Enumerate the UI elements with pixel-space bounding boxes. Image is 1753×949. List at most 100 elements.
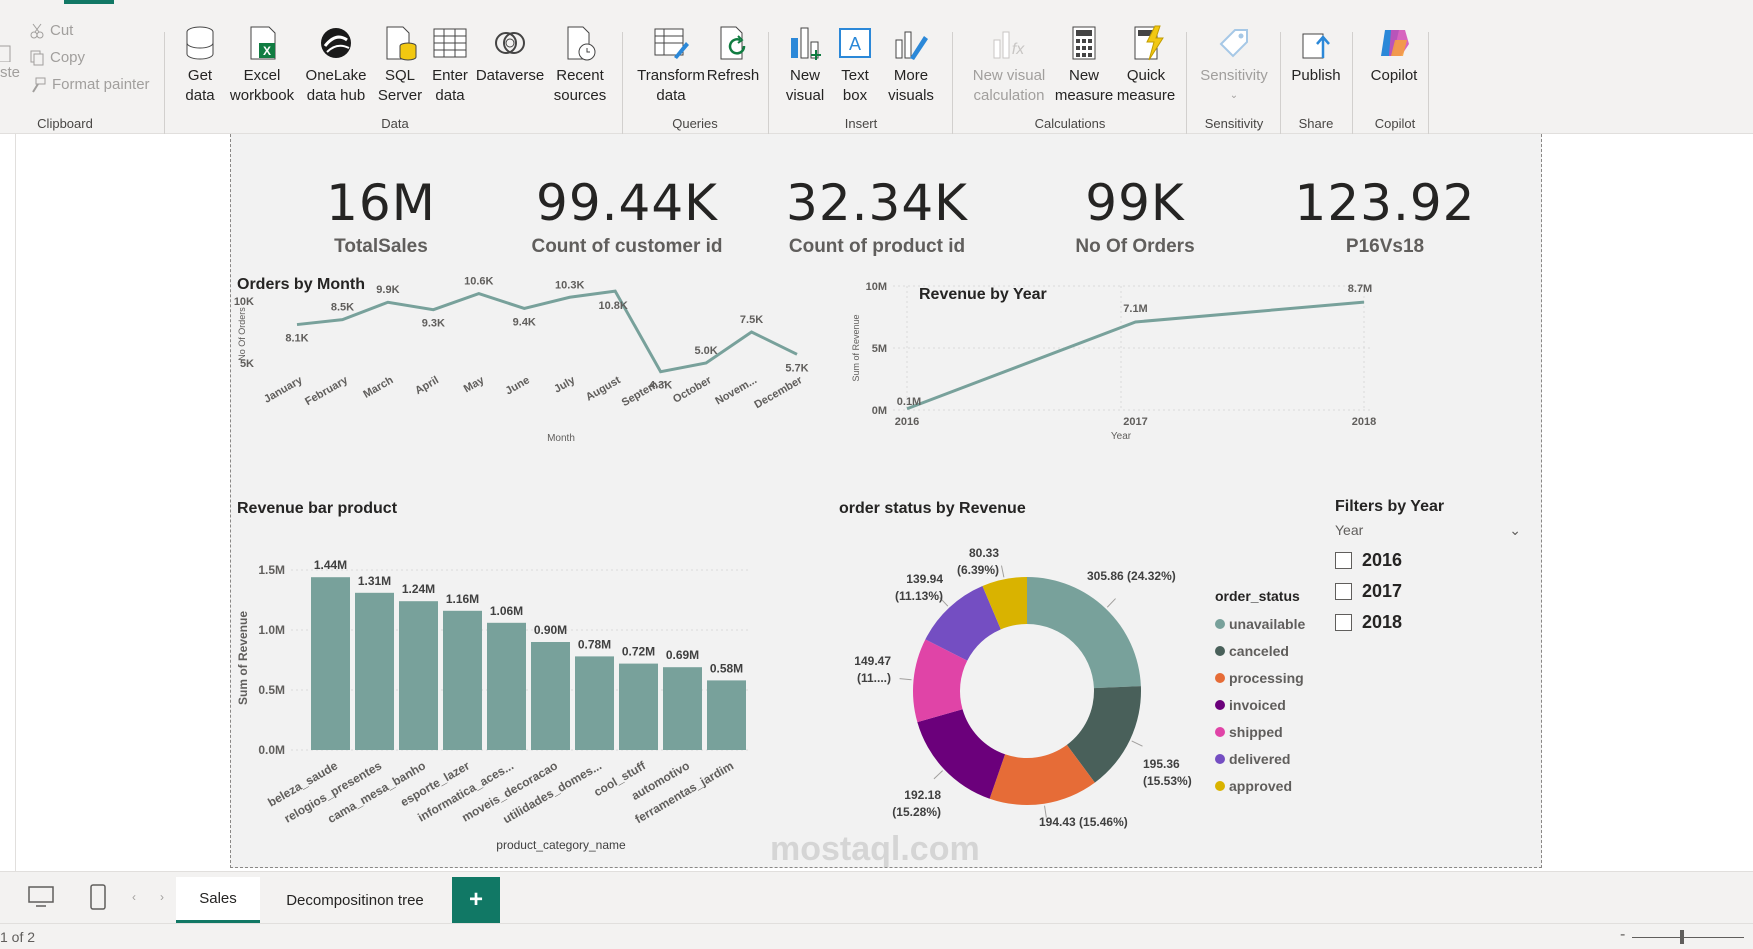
cut-button[interactable]: Cut bbox=[30, 22, 73, 39]
new-visual-button[interactable]: New visual bbox=[780, 24, 830, 106]
refresh-icon bbox=[720, 26, 746, 60]
slicer-option[interactable]: 2017 bbox=[1335, 576, 1535, 607]
kpi-card-total-sales[interactable]: 16M TotalSales bbox=[261, 174, 501, 258]
legend-item[interactable]: shipped bbox=[1215, 718, 1305, 745]
legend-item[interactable]: invoiced bbox=[1215, 691, 1305, 718]
mobile-view-icon[interactable] bbox=[90, 884, 106, 915]
excel-icon: X bbox=[250, 26, 276, 60]
data-label: 0.1M bbox=[897, 396, 921, 408]
publish-label: Publish bbox=[1291, 67, 1341, 84]
legend-item[interactable]: canceled bbox=[1215, 637, 1305, 664]
copilot-button[interactable]: Copilot bbox=[1358, 24, 1430, 86]
legend-item[interactable]: unavailable bbox=[1215, 610, 1305, 637]
tab-sales[interactable]: Sales bbox=[176, 877, 260, 923]
dataverse-button[interactable]: Dataverse bbox=[474, 24, 546, 86]
paste-label[interactable]: ste bbox=[0, 64, 21, 81]
zoom-out-icon[interactable]: - bbox=[1620, 926, 1626, 943]
x-tick-label: July bbox=[552, 374, 578, 396]
legend-item[interactable]: approved bbox=[1215, 772, 1305, 799]
recent-sources-button[interactable]: Recent sources bbox=[546, 24, 614, 106]
kpi-value: 99.44K bbox=[536, 174, 718, 232]
recent-sources-icon bbox=[567, 26, 596, 61]
kpi-card-product-count[interactable]: 32.34K Count of product id bbox=[757, 174, 997, 258]
paste-icon[interactable] bbox=[0, 42, 12, 62]
copy-button[interactable]: Copy bbox=[30, 49, 85, 66]
slicer-option[interactable]: 2018 bbox=[1335, 607, 1535, 638]
zoom-slider-thumb[interactable] bbox=[1680, 930, 1684, 944]
get-data-line1: Get bbox=[187, 67, 213, 84]
revenue-bar-product-title: Revenue bar product bbox=[237, 500, 398, 517]
kpi-card-orders[interactable]: 99K No Of Orders bbox=[1015, 174, 1255, 258]
tab-decomposition-tree[interactable]: Decompositinon tree bbox=[286, 891, 424, 909]
legend-swatch bbox=[1215, 618, 1225, 629]
checkbox[interactable] bbox=[1335, 583, 1352, 600]
text-box-button[interactable]: A Text box bbox=[830, 24, 880, 106]
x-tick-label: October bbox=[671, 374, 714, 406]
data-label: 5.7K bbox=[785, 362, 808, 374]
quick-measure-line2: measure bbox=[1116, 87, 1176, 104]
recent-line2: sources bbox=[553, 87, 607, 104]
legend-item[interactable]: processing bbox=[1215, 664, 1305, 691]
more-visuals-button[interactable]: More visuals bbox=[882, 24, 940, 106]
transform-data-button[interactable]: Transform data bbox=[634, 24, 708, 106]
format-painter-button[interactable]: Format painter bbox=[30, 76, 150, 93]
bar bbox=[355, 592, 394, 750]
data-label: 1.24M bbox=[402, 582, 435, 596]
add-page-button[interactable]: + bbox=[452, 877, 500, 923]
copilot-group-label: Copilot bbox=[1374, 116, 1416, 131]
data-group-label: Data bbox=[381, 116, 409, 131]
sql-server-icon bbox=[386, 26, 417, 61]
slicer-field: Year bbox=[1335, 522, 1364, 538]
y-tick-label: 5K bbox=[240, 358, 254, 370]
scroll-right-icon[interactable]: › bbox=[160, 890, 164, 904]
bar bbox=[443, 610, 482, 750]
data-label: 1.44M bbox=[314, 558, 347, 572]
watermark: mostaql.com bbox=[770, 830, 980, 868]
sql-server-button[interactable]: SQL Server bbox=[376, 24, 424, 106]
format-painter-label: Format painter bbox=[52, 76, 150, 93]
chevron-down-icon[interactable]: ⌄ bbox=[1509, 522, 1521, 538]
recent-line1: Recent bbox=[556, 67, 604, 84]
onelake-icon bbox=[321, 28, 351, 58]
transform-line2: data bbox=[656, 87, 686, 104]
text-box-line2: box bbox=[842, 87, 868, 104]
checkbox[interactable] bbox=[1335, 552, 1352, 569]
excel-workbook-button[interactable]: X Excel workbook bbox=[226, 24, 298, 106]
brush-icon bbox=[32, 77, 46, 93]
option-label: 2017 bbox=[1362, 581, 1403, 601]
donut-slice bbox=[982, 577, 1027, 630]
y-tick-label: 10M bbox=[866, 281, 887, 293]
home-tab-indicator bbox=[64, 0, 114, 4]
data-label: (6.39%) bbox=[957, 563, 999, 577]
slicer-header[interactable]: Year ⌄ bbox=[1335, 522, 1521, 539]
kpi-card-p16vs18[interactable]: 123.92 P16Vs18 bbox=[1265, 174, 1505, 258]
zoom-slider[interactable] bbox=[1632, 937, 1744, 938]
data-label: 8.5K bbox=[331, 302, 354, 314]
slicer-option[interactable]: 2016 bbox=[1335, 545, 1535, 576]
data-label: 7.5K bbox=[740, 314, 763, 326]
onelake-data-hub-button[interactable]: OneLake data hub bbox=[298, 24, 374, 106]
enter-data-button[interactable]: Enter data bbox=[428, 24, 472, 106]
refresh-button[interactable]: Refresh bbox=[706, 24, 760, 86]
new-visual-calculation-button[interactable]: fx New visual calculation bbox=[962, 24, 1056, 106]
legend-item[interactable]: delivered bbox=[1215, 745, 1305, 772]
x-tick-label: May bbox=[462, 374, 487, 396]
leader-line bbox=[1106, 598, 1116, 608]
new-measure-button[interactable]: New measure bbox=[1055, 24, 1113, 106]
text-box-line1: Text bbox=[841, 67, 869, 84]
desktop-view-icon[interactable] bbox=[28, 886, 54, 913]
scroll-left-icon[interactable]: ‹ bbox=[132, 890, 136, 904]
data-label: (15.53%) bbox=[1143, 774, 1192, 788]
x-tick-label: August bbox=[584, 374, 623, 404]
data-label: 9.9K bbox=[376, 284, 399, 296]
checkbox[interactable] bbox=[1335, 614, 1352, 631]
kpi-card-customer-count[interactable]: 99.44K Count of customer id bbox=[507, 174, 747, 258]
order-status-legend: order_status unavailable canceled processi… bbox=[1215, 588, 1305, 799]
x-tick-label: February bbox=[303, 374, 351, 408]
leader-line bbox=[939, 597, 949, 607]
publish-button[interactable]: Publish bbox=[1288, 24, 1344, 86]
bar bbox=[663, 667, 702, 750]
quick-measure-button[interactable]: Quick measure bbox=[1114, 24, 1178, 106]
sensitivity-button[interactable]: Sensitivity ⌄ bbox=[1194, 24, 1274, 106]
get-data-button[interactable]: Get data bbox=[172, 24, 228, 106]
